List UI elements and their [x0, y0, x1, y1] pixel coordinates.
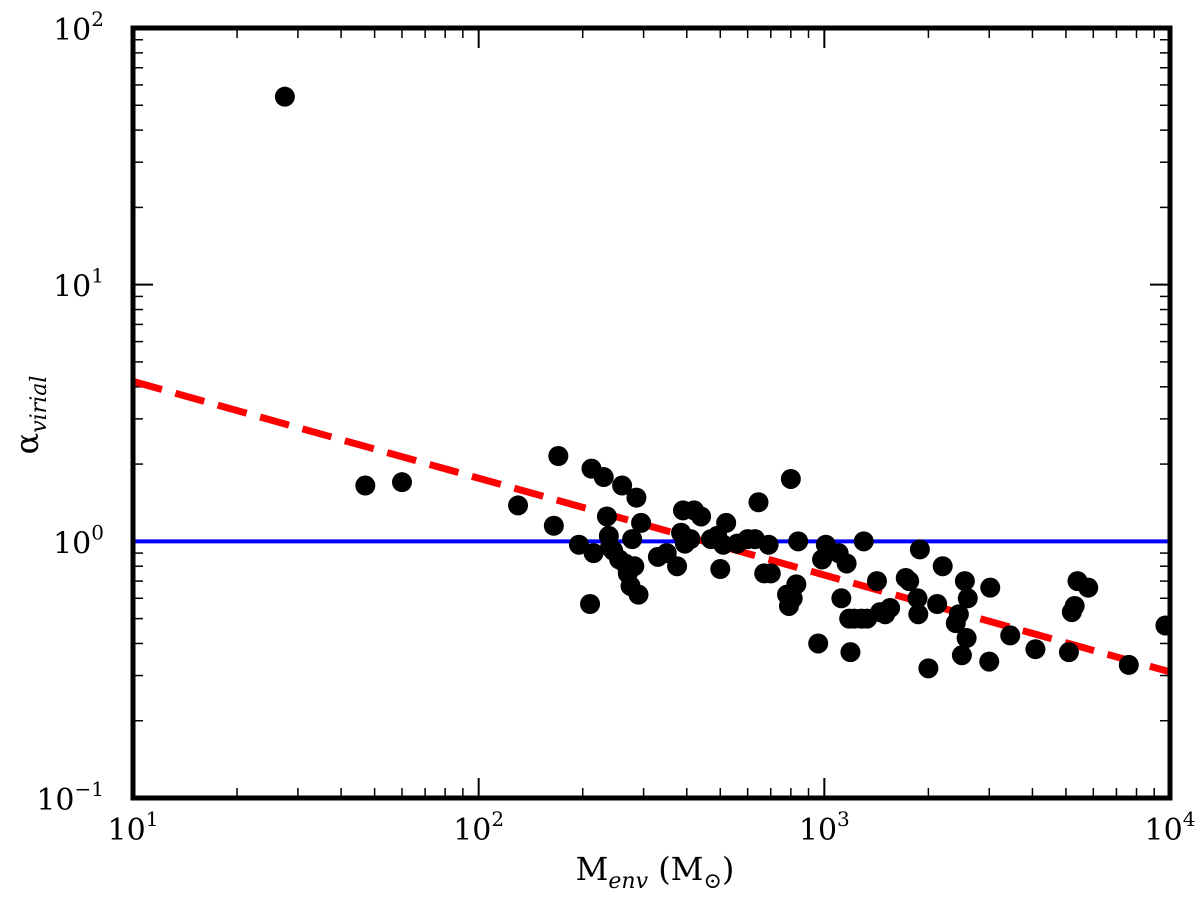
y-tick-base: 10	[53, 526, 91, 561]
x-tick-exp: 2	[491, 807, 504, 831]
data-point	[580, 593, 601, 614]
x-tick-exp: 1	[146, 807, 159, 831]
y-tick-label: 101	[53, 264, 104, 305]
y-tick-base: 10	[36, 783, 74, 818]
data-point	[748, 492, 769, 513]
data-point	[866, 571, 887, 592]
fit-line-dashed	[133, 377, 1170, 676]
data-point	[1025, 639, 1046, 660]
data-point	[808, 633, 829, 654]
y-tick-label: 102	[53, 7, 104, 48]
data-point	[568, 534, 589, 555]
data-point	[980, 577, 1001, 598]
data-point	[956, 628, 977, 649]
x-tick-base: 10	[108, 813, 146, 848]
y-tick-exp: 1	[91, 264, 104, 288]
x-tick-label: 103	[799, 807, 850, 848]
data-point	[391, 472, 412, 493]
y-tick-exp: −1	[75, 777, 104, 801]
data-point	[583, 543, 604, 564]
data-point	[593, 467, 614, 488]
data-point	[780, 468, 801, 489]
data-point	[957, 588, 978, 609]
data-point	[667, 556, 688, 577]
data-point	[954, 571, 975, 592]
data-point	[355, 475, 376, 496]
y-tick-exp: 0	[91, 520, 104, 544]
data-point	[1155, 615, 1170, 636]
data-point	[907, 588, 928, 609]
data-point	[1118, 654, 1139, 675]
data-point	[927, 593, 948, 614]
data-point	[836, 553, 857, 574]
y-tick-label: 100	[53, 520, 104, 561]
data-point	[909, 539, 930, 560]
major-ticks	[132, 27, 1171, 799]
data-point	[691, 506, 712, 527]
data-point	[899, 571, 920, 592]
data-point	[1000, 625, 1021, 646]
data-point	[548, 446, 569, 467]
data-point	[1064, 595, 1085, 616]
x-axis-label: Menv (M⊙)	[576, 850, 735, 894]
x-tick-exp: 3	[837, 807, 850, 831]
data-point	[624, 556, 645, 577]
data-point	[543, 515, 564, 536]
data-point	[758, 534, 779, 555]
y-axis-label: αvirial	[8, 376, 52, 455]
data-point	[831, 588, 852, 609]
y-tick-label: 10−1	[36, 777, 104, 818]
plot-area	[133, 86, 1170, 679]
x-tick-label: 101	[108, 807, 159, 848]
data-point	[508, 495, 529, 516]
y-tick-base: 10	[53, 270, 91, 305]
data-point	[908, 604, 929, 625]
data-point	[626, 487, 647, 508]
data-point	[710, 559, 731, 580]
x-tick-base: 10	[1145, 813, 1183, 848]
data-point	[840, 642, 861, 663]
data-point	[853, 531, 874, 552]
data-point	[880, 597, 901, 618]
data-point	[631, 512, 652, 533]
x-tick-label: 104	[1145, 807, 1196, 848]
x-tick-label: 102	[453, 807, 504, 848]
data-point	[1078, 577, 1099, 598]
y-tick-base: 10	[53, 13, 91, 48]
x-tick-base: 10	[453, 813, 491, 848]
data-point	[622, 529, 643, 550]
data-point	[979, 651, 1000, 672]
data-point	[760, 563, 781, 584]
data-point	[932, 556, 953, 577]
data-point	[274, 86, 295, 107]
data-point	[1058, 642, 1079, 663]
y-tick-exp: 2	[91, 7, 104, 31]
minor-ticks	[133, 28, 1170, 798]
plot-frame	[130, 25, 1173, 801]
x-tick-base: 10	[799, 813, 837, 848]
data-point	[788, 531, 809, 552]
data-point	[680, 529, 701, 550]
data-point	[612, 475, 633, 496]
data-point	[948, 604, 969, 625]
data-point	[716, 512, 737, 533]
data-point	[596, 506, 617, 527]
x-tick-exp: 4	[1183, 807, 1196, 831]
data-points	[274, 86, 1170, 679]
data-point	[628, 584, 649, 605]
data-point	[786, 574, 807, 595]
data-point	[918, 658, 939, 679]
data-point	[951, 645, 972, 666]
